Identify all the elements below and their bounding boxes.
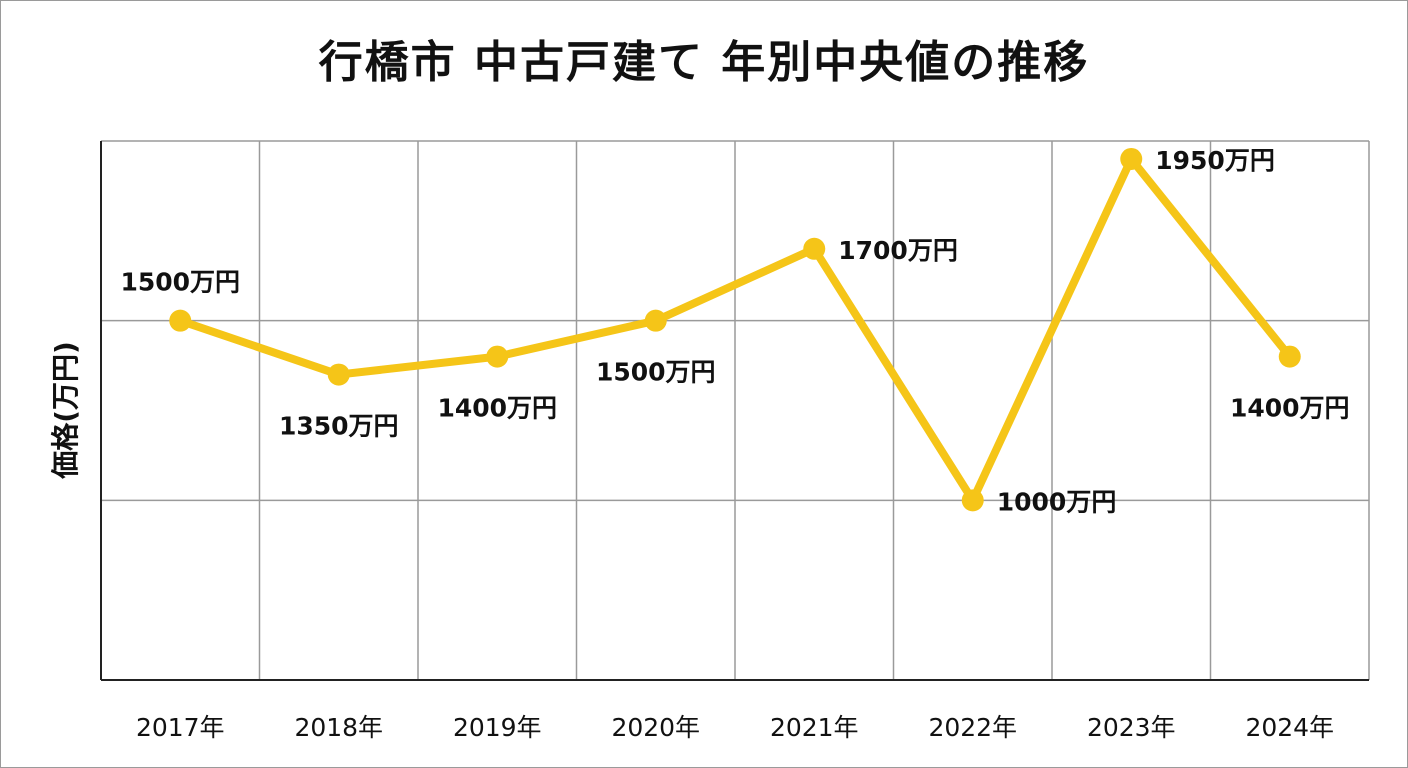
data-point-marker xyxy=(803,237,826,260)
data-label: 1950万円 xyxy=(1155,146,1275,175)
data-point-marker xyxy=(1120,147,1143,170)
x-tick-label: 2023年 xyxy=(1087,713,1176,742)
data-label: 1700万円 xyxy=(838,236,958,265)
x-tick-label: 2024年 xyxy=(1245,713,1334,742)
x-tick-label: 2021年 xyxy=(770,713,859,742)
data-label: 1000万円 xyxy=(997,487,1117,516)
labels-layer: 1500万円 1350万円 1400万円 1500万円 1700万円 1000万円 1950… xyxy=(120,146,1349,516)
data-label: 1400万円 xyxy=(1230,394,1350,423)
chart-title: 行橋市 中古戸建て 年別中央値の推移 xyxy=(318,37,1090,88)
x-tick-label: 2017年 xyxy=(136,713,225,742)
x-tick-label: 2019年 xyxy=(453,713,542,742)
x-tick-label: 2022年 xyxy=(928,713,1017,742)
data-point-marker xyxy=(169,309,192,332)
ticks-layer: 2017年 2018年 2019年 2020年 2021年 2022年 2023年 2024年 xyxy=(136,713,1334,742)
data-point-marker xyxy=(644,309,667,332)
x-tick-label: 2018年 xyxy=(294,713,383,742)
grid-layer xyxy=(101,140,1370,680)
series-layer xyxy=(169,147,1301,512)
data-label: 1400万円 xyxy=(437,394,557,423)
axes-layer xyxy=(100,141,1369,681)
data-label: 1500万円 xyxy=(596,358,716,387)
x-tick-label: 2020年 xyxy=(611,713,700,742)
data-point-marker xyxy=(1278,345,1301,368)
data-point-marker xyxy=(486,345,509,368)
data-point-marker xyxy=(961,489,984,512)
series-line xyxy=(176,154,1294,505)
data-point-marker xyxy=(327,363,350,386)
data-label: 1500万円 xyxy=(120,268,240,297)
data-label: 1350万円 xyxy=(279,412,399,441)
